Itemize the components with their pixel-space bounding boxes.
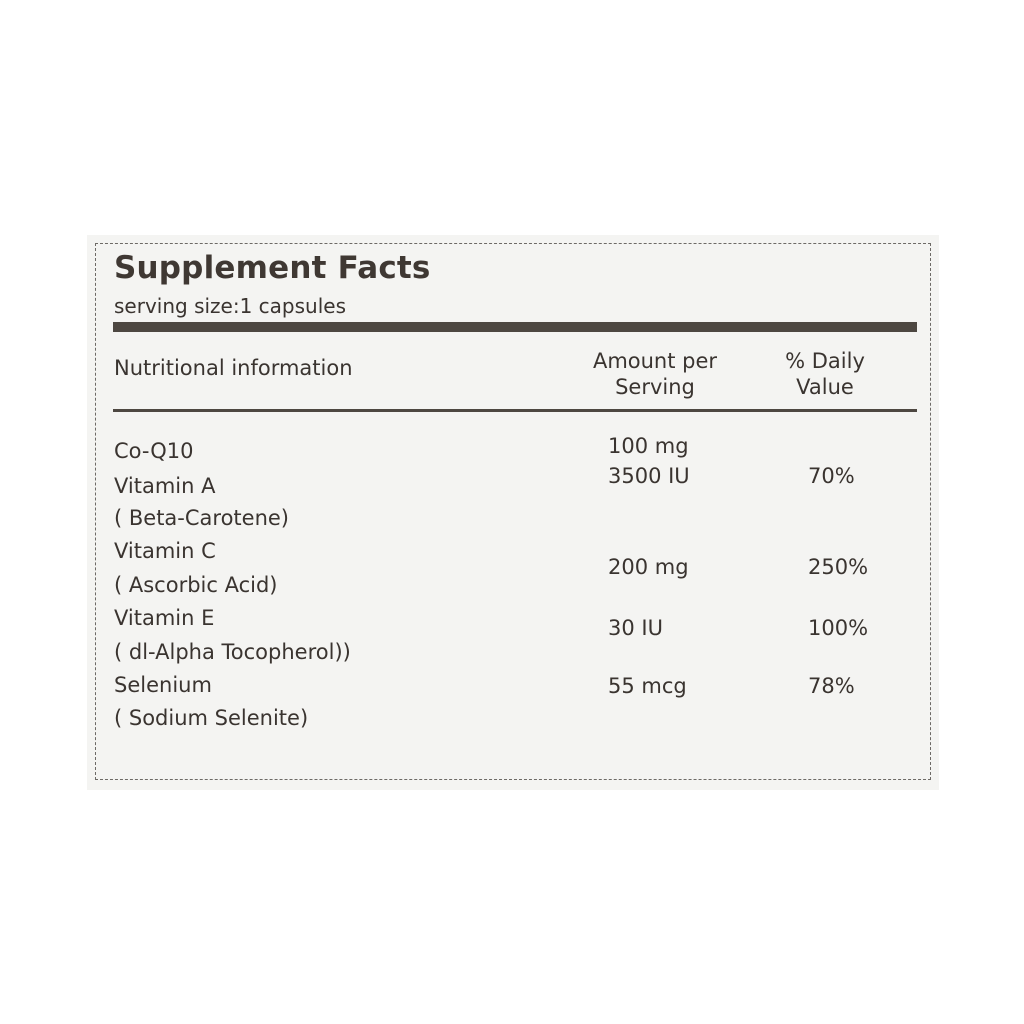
column-header-nutrient: Nutritional information (114, 356, 353, 380)
label-dashed-border (95, 243, 931, 780)
column-header-dv-line1: % Daily (785, 349, 865, 373)
nutrient-source: ( Sodium Selenite) (114, 706, 309, 730)
column-header-amount-line1: Amount per (592, 349, 718, 373)
header-divider-thick (113, 322, 917, 332)
label-title: Supplement Facts (114, 250, 431, 286)
nutrient-daily-value: 100% (808, 616, 869, 640)
nutrient-name: Vitamin A (114, 474, 216, 498)
nutrient-source: ( dl-Alpha Tocopherol)) (114, 640, 351, 664)
nutrient-amount: 200 mg (608, 555, 689, 579)
nutrient-daily-value: 78% (808, 674, 855, 698)
nutrient-daily-value: 70% (808, 464, 855, 488)
column-header-amount: Amount per Serving (575, 348, 735, 400)
nutrient-source: ( Ascorbic Acid) (114, 573, 278, 597)
nutrient-amount: 30 IU (608, 616, 663, 640)
nutrient-amount: 3500 IU (608, 464, 690, 488)
column-header-amount-line2: Serving (615, 375, 695, 399)
nutrient-source: ( Beta-Carotene) (114, 506, 290, 530)
column-header-dv-line2: Value (796, 375, 854, 399)
nutrient-name: Selenium (114, 673, 212, 697)
column-header-daily-value: % Daily Value (760, 348, 890, 400)
serving-size: serving size:1 capsules (114, 294, 346, 318)
nutrient-name: Co-Q10 (114, 439, 194, 463)
nutrient-daily-value: 250% (808, 555, 869, 579)
nutrient-name: Vitamin E (114, 606, 215, 630)
nutrient-amount: 55 mcg (608, 674, 687, 698)
header-divider-thin (113, 409, 917, 412)
nutrient-name: Vitamin C (114, 539, 216, 563)
nutrient-amount: 100 mg (608, 434, 689, 458)
